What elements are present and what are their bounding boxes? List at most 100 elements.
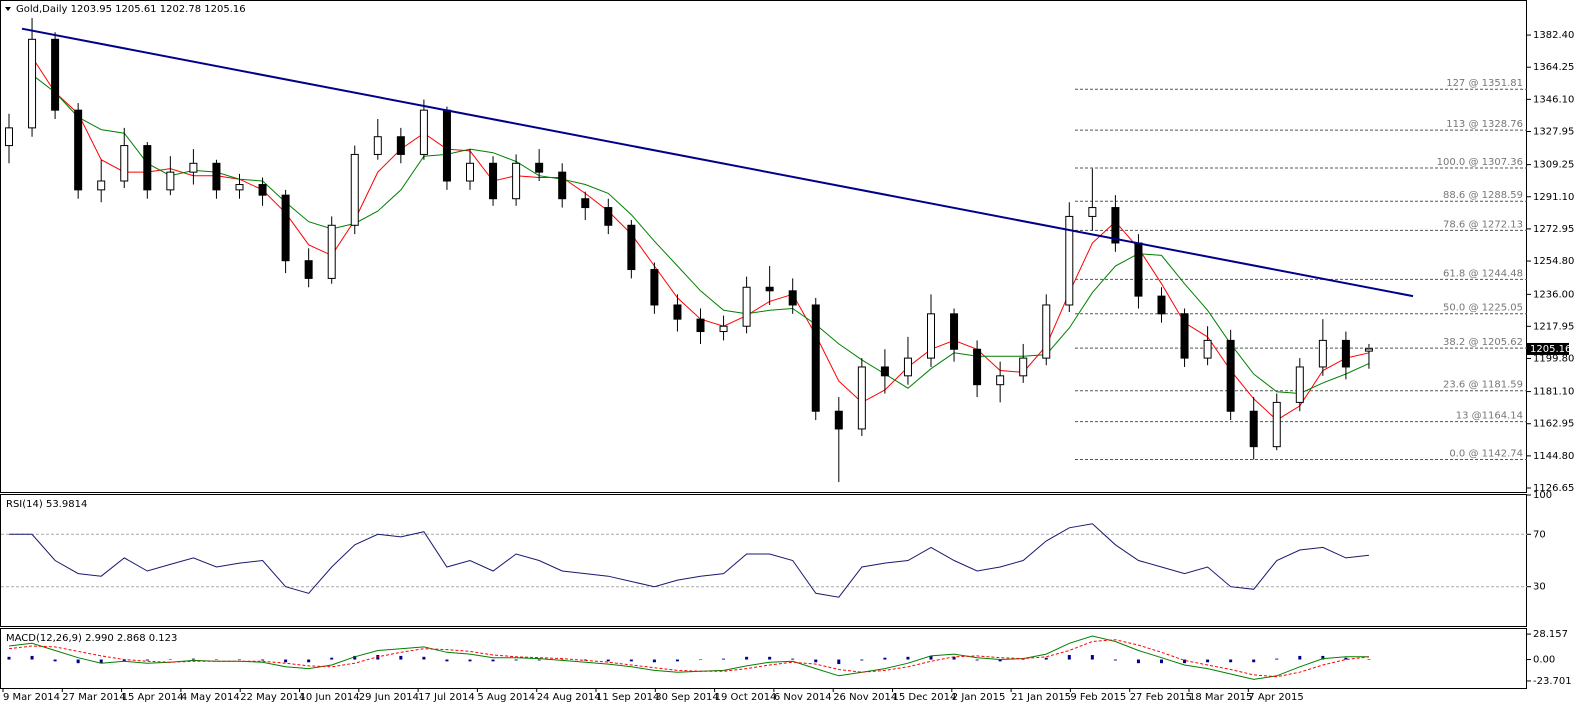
panel-title: MACD(12,26,9) 2.990 2.868 0.123 <box>6 633 177 644</box>
x-tick-label: 9 Mar 2014 <box>3 692 60 703</box>
histogram-bar <box>1252 659 1256 663</box>
y-tick-label: 1126.65 <box>1533 483 1574 494</box>
fib-label: 38.2 @ 1205.62 <box>1443 337 1523 348</box>
candle-body <box>1065 215 1074 306</box>
candle-body <box>950 313 959 350</box>
candle-body <box>604 207 613 226</box>
histogram-bar <box>675 659 679 662</box>
fib-label: 78.6 @ 1272.13 <box>1443 219 1523 230</box>
candle-body <box>765 286 774 292</box>
x-tick-label: 15 Dec 2014 <box>893 692 957 703</box>
y-tick-label: 70 <box>1533 529 1546 540</box>
histogram-bar <box>1344 657 1348 660</box>
histogram-bar <box>606 659 610 662</box>
y-tick-label: 1162.95 <box>1533 419 1574 430</box>
histogram-bar <box>929 655 933 660</box>
y-tick-label: 28.157 <box>1533 629 1568 640</box>
x-tick-label: 10 Jun 2014 <box>300 692 360 703</box>
fib-label: 88.6 @ 1288.59 <box>1443 190 1523 201</box>
y-tick-label: 1254.80 <box>1533 256 1574 267</box>
candle-body <box>719 325 728 333</box>
histogram-bar <box>768 656 772 660</box>
histogram-bar <box>445 659 449 662</box>
candle-body <box>1226 339 1235 412</box>
y-tick-label: 30 <box>1533 582 1546 593</box>
candle-body <box>120 145 129 182</box>
histogram-bar <box>1367 659 1371 660</box>
histogram-bar <box>399 655 403 660</box>
histogram-bar <box>1298 655 1302 660</box>
y-tick-label: 1327.95 <box>1533 127 1574 138</box>
candle-body <box>1249 410 1258 448</box>
x-tick-label: 18 Mar 2015 <box>1189 692 1252 703</box>
histogram-bar <box>145 659 149 661</box>
fib-label: 50.0 @ 1225.05 <box>1443 303 1523 314</box>
candle-body <box>442 109 451 182</box>
x-tick-label: 27 Mar 2014 <box>62 692 125 703</box>
x-tick-label: 27 Feb 2015 <box>1130 692 1192 703</box>
histogram-bar <box>814 659 818 663</box>
histogram-bar <box>122 659 126 662</box>
y-tick-label: 0.00 <box>1533 655 1555 666</box>
candle-body <box>788 290 797 306</box>
candle-body <box>1111 207 1120 244</box>
histogram-bar <box>353 655 357 660</box>
candle-body <box>5 127 13 147</box>
candle-body <box>1203 339 1212 359</box>
candle-body <box>396 136 405 155</box>
histogram-bar <box>1136 659 1140 664</box>
histogram-bar <box>422 656 426 660</box>
menu-arrow <box>5 7 11 11</box>
candle-body <box>1318 339 1327 368</box>
candle-body <box>189 162 198 173</box>
candle-body <box>627 224 636 271</box>
macd-panel <box>0 628 1527 689</box>
candle-body <box>143 145 152 191</box>
candle-body <box>1180 313 1189 359</box>
candle-body <box>97 180 106 191</box>
candle-body <box>834 410 843 430</box>
histogram-bar <box>99 659 103 664</box>
y-tick-label: 1199.80 <box>1533 353 1574 364</box>
histogram-bar <box>1183 659 1187 664</box>
candle-body <box>235 184 244 191</box>
histogram-bar <box>998 659 1002 662</box>
histogram-bar <box>1067 655 1071 660</box>
candle-body <box>1088 207 1097 217</box>
fib-label: 127 @ 1351.81 <box>1446 78 1523 89</box>
histogram-bar <box>7 656 11 660</box>
histogram-bar <box>468 659 472 662</box>
fib-label: 61.8 @ 1244.48 <box>1443 268 1523 279</box>
histogram-bar <box>191 658 195 660</box>
candle-body <box>742 286 751 327</box>
candle-body <box>258 184 267 196</box>
histogram-bar <box>952 656 956 660</box>
x-tick-label: 24 Aug 2014 <box>537 692 601 703</box>
histogram-bar <box>168 659 172 661</box>
candle-body <box>581 198 590 209</box>
histogram-bar <box>652 659 656 663</box>
candle-body <box>281 194 290 262</box>
candle-body <box>1364 348 1373 352</box>
candle-body <box>973 348 982 386</box>
fib-label: 100.0 @ 1307.36 <box>1437 157 1523 168</box>
histogram-bar <box>30 655 34 660</box>
candle-body <box>996 375 1005 386</box>
candle-body <box>1157 295 1166 315</box>
candle-body <box>927 313 935 359</box>
fib-label: 113 @ 1328.76 <box>1446 119 1523 130</box>
candle-body <box>327 224 336 279</box>
candle-body <box>673 304 682 320</box>
candle-body <box>466 162 474 182</box>
panel-title: RSI(14) 53.9814 <box>6 499 87 510</box>
histogram-bar <box>284 659 288 663</box>
fib-label: 23.6 @ 1181.59 <box>1443 380 1523 391</box>
candle-body <box>1272 401 1281 448</box>
histogram-bar <box>76 659 80 664</box>
x-tick-label: 9 Feb 2015 <box>1070 692 1126 703</box>
histogram-bar <box>261 659 265 661</box>
x-tick-label: 22 May 2014 <box>240 692 305 703</box>
histogram-bar <box>1113 659 1117 661</box>
histogram-bar <box>1229 659 1233 663</box>
